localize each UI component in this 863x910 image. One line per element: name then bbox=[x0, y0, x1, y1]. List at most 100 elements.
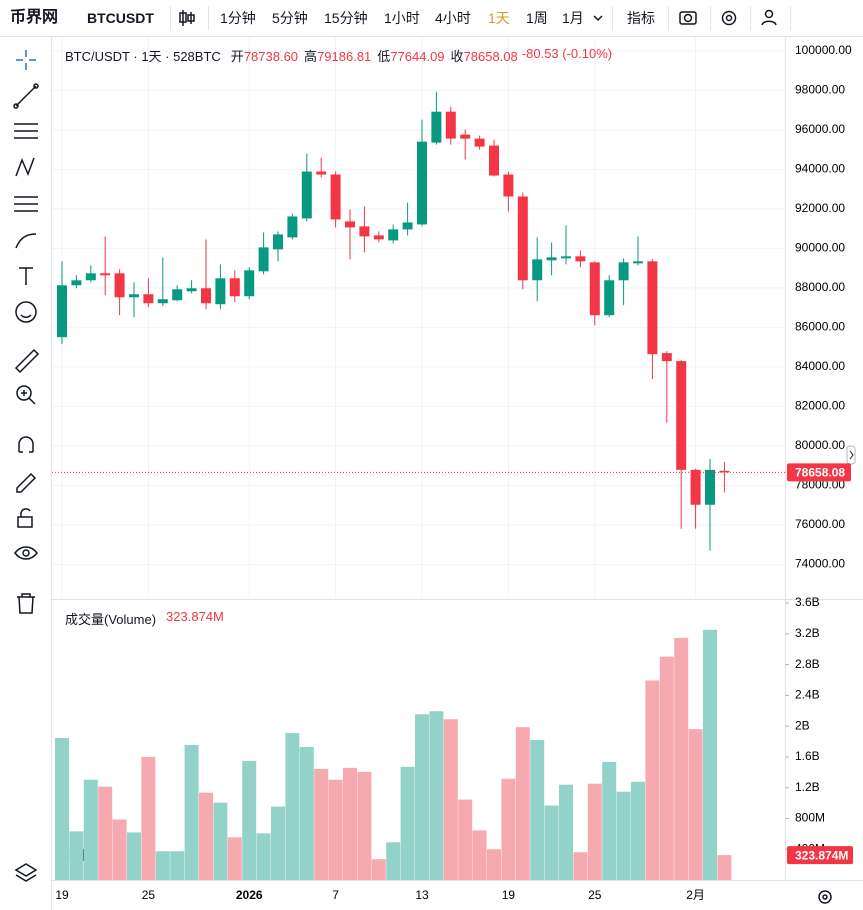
account-icon[interactable] bbox=[761, 9, 777, 26]
candle-body bbox=[287, 216, 298, 238]
ohlc: 开78738.60 高79186.81 低77644.09 收78658.08 bbox=[231, 46, 518, 65]
x-tick-label: 19 bbox=[55, 888, 69, 902]
camera-icon[interactable] bbox=[679, 11, 697, 25]
candle-body bbox=[172, 289, 183, 301]
candle-body bbox=[647, 261, 658, 355]
candle-body bbox=[215, 278, 226, 305]
interval-button[interactable]: 15分钟 bbox=[324, 10, 368, 26]
last-price-badge bbox=[787, 463, 851, 482]
candle-body bbox=[359, 226, 370, 237]
candle-body bbox=[661, 353, 672, 362]
interval-button[interactable]: 1分钟 bbox=[220, 10, 256, 26]
interval-button[interactable]: 1月 bbox=[562, 10, 584, 26]
y-tick-label: 82000.00 bbox=[795, 399, 845, 413]
volume-bar bbox=[443, 719, 458, 880]
volume-bar bbox=[213, 802, 228, 880]
price-legend: BTC/USDT · 1天 · 528BTC 开78738.60 高79186.8… bbox=[65, 46, 612, 65]
candle-body bbox=[532, 259, 543, 281]
volume-bar bbox=[501, 778, 516, 880]
candle-body bbox=[633, 261, 643, 264]
candle-body bbox=[546, 257, 557, 261]
volume-last: 323.874M bbox=[166, 609, 224, 624]
volume-tick-label: 3.2B bbox=[795, 626, 820, 640]
volume-bar bbox=[659, 656, 674, 880]
chevron[interactable] bbox=[593, 15, 603, 22]
volume-tick-label: 2.8B bbox=[795, 657, 820, 671]
volume-bar bbox=[271, 806, 285, 880]
candle-body bbox=[402, 222, 413, 230]
x-tick-label: 2026 bbox=[236, 888, 263, 902]
candle-body bbox=[417, 141, 427, 225]
volume-bar bbox=[184, 745, 199, 880]
volume-bar bbox=[170, 851, 185, 880]
candle-body bbox=[316, 171, 327, 175]
y-tick-label: 76000.00 bbox=[795, 517, 845, 531]
volume-last-badge bbox=[787, 846, 853, 865]
volume-bar bbox=[602, 761, 617, 880]
volume-tick-label: 800M bbox=[795, 811, 825, 825]
candle-body bbox=[388, 229, 399, 241]
volume-tick-label: 1.6B bbox=[795, 749, 820, 763]
candle-body bbox=[676, 361, 687, 470]
y-tick-label: 90000.00 bbox=[795, 241, 845, 255]
x-tick-label: 2月 bbox=[686, 888, 705, 902]
volume-bar bbox=[141, 756, 156, 880]
volume-bar bbox=[112, 819, 127, 880]
y-tick-label: 98000.00 bbox=[795, 83, 845, 97]
candle-body bbox=[273, 234, 283, 250]
legend-title: BTC/USDT · 1天 · 528BTC bbox=[65, 49, 221, 64]
volume-bar bbox=[645, 680, 660, 880]
volume-bar bbox=[299, 747, 314, 880]
drawing-tools[interactable] bbox=[13, 50, 40, 882]
time-settings-icon[interactable] bbox=[818, 890, 832, 904]
y-tick-label: 84000.00 bbox=[795, 359, 845, 373]
volume-bar bbox=[559, 784, 573, 880]
volume-bar bbox=[55, 738, 69, 880]
volume-bar bbox=[400, 766, 415, 880]
interval-button[interactable]: 1小时 bbox=[384, 10, 420, 26]
candle-body bbox=[690, 469, 701, 505]
volume-bar bbox=[83, 779, 98, 880]
ohlc-name: 高 bbox=[304, 49, 318, 64]
symbol[interactable]: BTCUSDT bbox=[87, 10, 154, 26]
ohlc-name: 开 bbox=[230, 49, 244, 64]
volume-bar bbox=[256, 833, 271, 880]
scroll-handle[interactable] bbox=[846, 445, 856, 465]
volume-bar bbox=[429, 711, 444, 880]
volume-bar bbox=[328, 779, 343, 880]
interval-button[interactable]: 4小时 bbox=[435, 10, 471, 26]
candle-body bbox=[186, 288, 197, 292]
y-tick-label: 94000.00 bbox=[795, 162, 845, 176]
interval-button[interactable]: 5分钟 bbox=[272, 10, 308, 26]
interval-button[interactable]: 1天 bbox=[488, 10, 510, 26]
volume-bar bbox=[227, 837, 242, 880]
logo[interactable]: 币界网 bbox=[10, 9, 59, 26]
candle-body bbox=[474, 138, 485, 147]
ohlc-value: 78738.60 bbox=[243, 49, 299, 64]
last-price-label: 78658.08 bbox=[795, 466, 845, 480]
candle-body bbox=[143, 294, 154, 304]
ohlc-item: 高79186.81 bbox=[304, 46, 371, 65]
x-tick-label: 7 bbox=[332, 888, 339, 902]
toolbar-separators bbox=[170, 6, 791, 30]
candle-body bbox=[114, 273, 125, 298]
candle-style-icon[interactable] bbox=[179, 10, 195, 26]
volume-bar bbox=[487, 849, 501, 880]
ohlc-item: 收78658.08 bbox=[451, 46, 518, 65]
candle-body bbox=[244, 270, 255, 297]
candle-body bbox=[517, 196, 528, 281]
interval-button[interactable]: 1周 bbox=[526, 10, 548, 26]
x-tick-label: 25 bbox=[588, 888, 602, 902]
volume-bar bbox=[688, 729, 703, 880]
candle-body bbox=[373, 235, 384, 240]
candle-body bbox=[301, 171, 312, 219]
volume-bar bbox=[199, 792, 213, 880]
volume-bar bbox=[371, 859, 386, 880]
indicators-button[interactable]: 指标 bbox=[627, 10, 655, 26]
ohlc-name: 收 bbox=[450, 49, 464, 64]
y-tick-label: 80000.00 bbox=[795, 438, 845, 452]
candle-body bbox=[575, 256, 586, 262]
x-tick-label: 13 bbox=[415, 888, 429, 902]
settings-icon[interactable] bbox=[721, 10, 737, 26]
